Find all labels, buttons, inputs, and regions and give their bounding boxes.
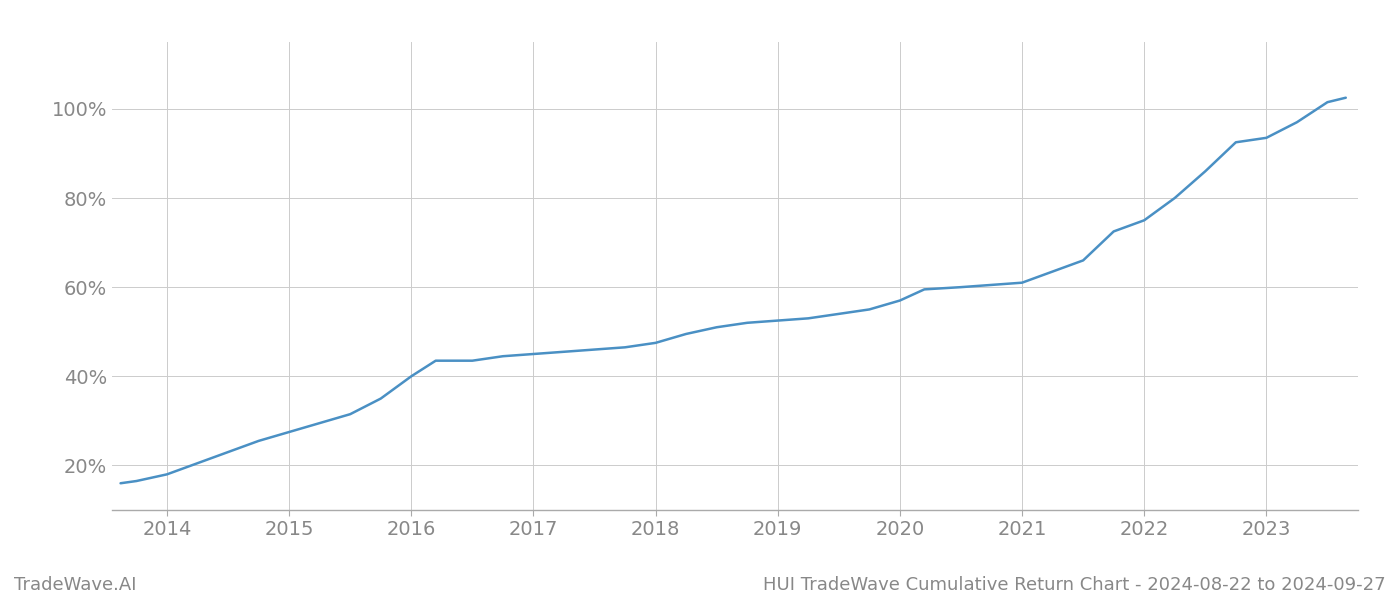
Text: TradeWave.AI: TradeWave.AI	[14, 576, 137, 594]
Text: HUI TradeWave Cumulative Return Chart - 2024-08-22 to 2024-09-27: HUI TradeWave Cumulative Return Chart - …	[763, 576, 1386, 594]
